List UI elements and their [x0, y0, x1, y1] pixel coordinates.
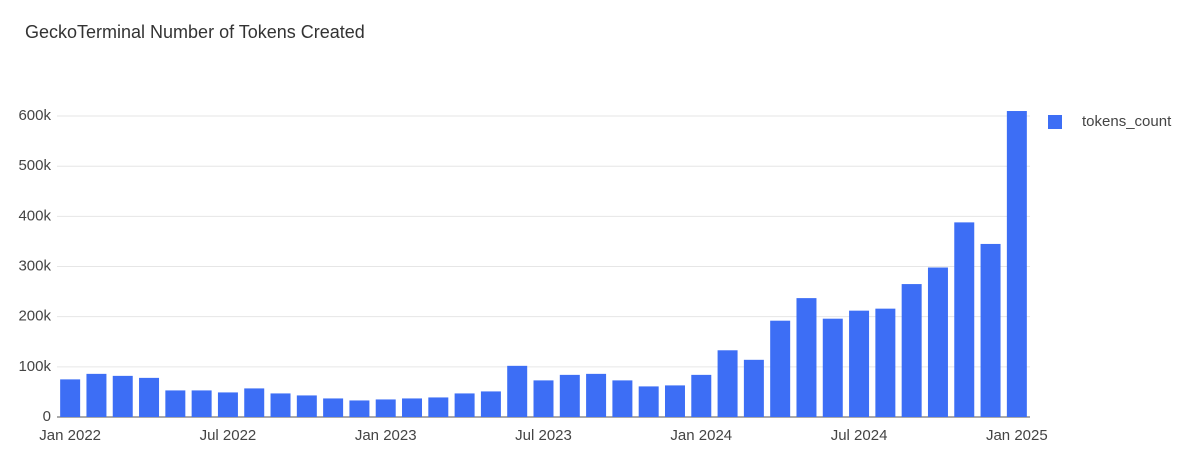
bar: [217, 392, 238, 417]
bar: [191, 390, 212, 417]
y-tick-label: 400k: [18, 207, 51, 224]
y-tick-label: 0: [43, 408, 51, 425]
bar: [586, 373, 607, 417]
x-tick-label: Jul 2023: [515, 427, 572, 444]
bar: [717, 350, 738, 417]
bar: [980, 243, 1001, 417]
bar: [796, 298, 817, 417]
chart-title: GeckoTerminal Number of Tokens Created: [25, 22, 365, 42]
bar: [402, 398, 423, 417]
bar: [86, 373, 107, 417]
y-tick-label: 100k: [18, 358, 51, 375]
legend-swatch: [1048, 115, 1062, 129]
bar: [323, 398, 344, 417]
bar: [691, 374, 712, 417]
bar: [507, 365, 528, 417]
x-tick-label: Jan 2022: [39, 427, 101, 444]
y-tick-label: 500k: [18, 157, 51, 174]
x-tick-label: Jan 2023: [355, 427, 417, 444]
legend-label: tokens_count: [1082, 113, 1172, 130]
bar: [454, 393, 475, 417]
bar: [875, 308, 896, 417]
bar: [770, 320, 791, 417]
y-tick-label: 600k: [18, 107, 51, 124]
bar: [139, 377, 160, 417]
x-tick-label: Jul 2024: [831, 427, 888, 444]
bar: [954, 222, 975, 417]
bar: [244, 388, 265, 417]
bar: [638, 386, 659, 417]
bar: [849, 310, 870, 417]
bar: [743, 359, 764, 417]
bar: [901, 284, 922, 417]
y-tick-label: 300k: [18, 257, 51, 274]
bar: [428, 397, 449, 417]
bar: [112, 375, 133, 417]
bar: [375, 399, 396, 417]
bar: [480, 391, 501, 417]
bar: [60, 379, 81, 417]
bar: [349, 400, 370, 417]
bar: [664, 385, 685, 417]
bar: [927, 267, 948, 417]
bar: [270, 393, 291, 417]
bar: [165, 390, 186, 417]
bar: [533, 380, 554, 417]
bar: [612, 380, 633, 417]
x-tick-label: Jan 2025: [986, 427, 1048, 444]
bar: [1006, 111, 1027, 418]
x-tick-label: Jan 2024: [670, 427, 732, 444]
bar: [822, 318, 843, 417]
y-tick-label: 200k: [18, 308, 51, 325]
bar: [296, 395, 317, 417]
x-tick-label: Jul 2022: [200, 427, 257, 444]
bar: [559, 374, 580, 417]
